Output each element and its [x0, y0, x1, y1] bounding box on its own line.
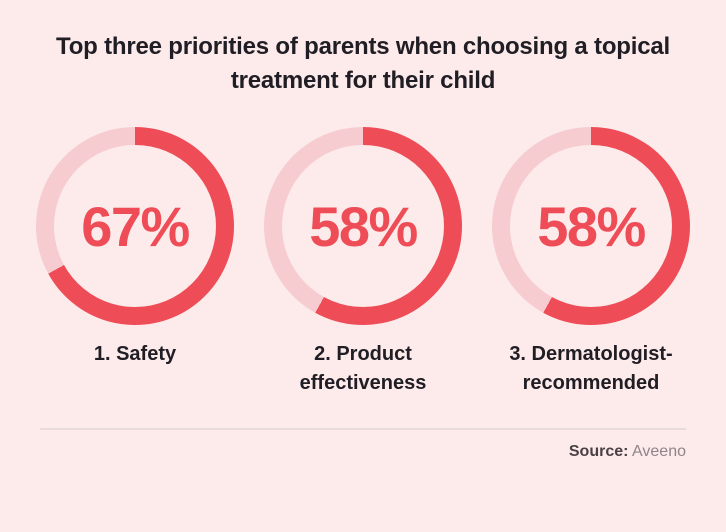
donut-column-effectiveness: 58% 2. Product effectiveness	[264, 127, 462, 398]
divider	[40, 428, 686, 431]
donut-chart-dermatologist: 58%	[492, 127, 690, 326]
source-label: Source:	[568, 443, 629, 461]
donut-label-effectiveness: 2. Product effectiveness	[299, 343, 427, 395]
donut-label-dermatologist: 3. Dermatologist-recommended	[509, 343, 673, 395]
source-value: Aveeno	[632, 443, 686, 461]
donut-hole: 58%	[510, 145, 672, 308]
donut-chart-safety: 67%	[36, 127, 234, 326]
donut-hole: 67%	[54, 145, 216, 308]
source-line: Source: Aveeno	[40, 443, 686, 461]
donut-column-safety: 67% 1. Safety	[36, 127, 234, 398]
donut-column-dermatologist: 58% 3. Dermatologist-recommended	[492, 127, 690, 398]
chart-title: Top three priorities of parents when cho…	[56, 33, 670, 94]
donut-row: 67% 1. Safety 58% 2. Product effectivene…	[0, 127, 726, 398]
infographic-canvas: Top three priorities of parents when cho…	[0, 30, 726, 532]
donut-value: 67%	[81, 194, 190, 258]
donut-label-safety: 1. Safety	[93, 343, 177, 366]
donut-value: 58%	[309, 194, 418, 258]
donut-value: 58%	[537, 194, 646, 258]
donut-hole: 58%	[282, 145, 444, 308]
donut-chart-effectiveness: 58%	[264, 127, 462, 326]
